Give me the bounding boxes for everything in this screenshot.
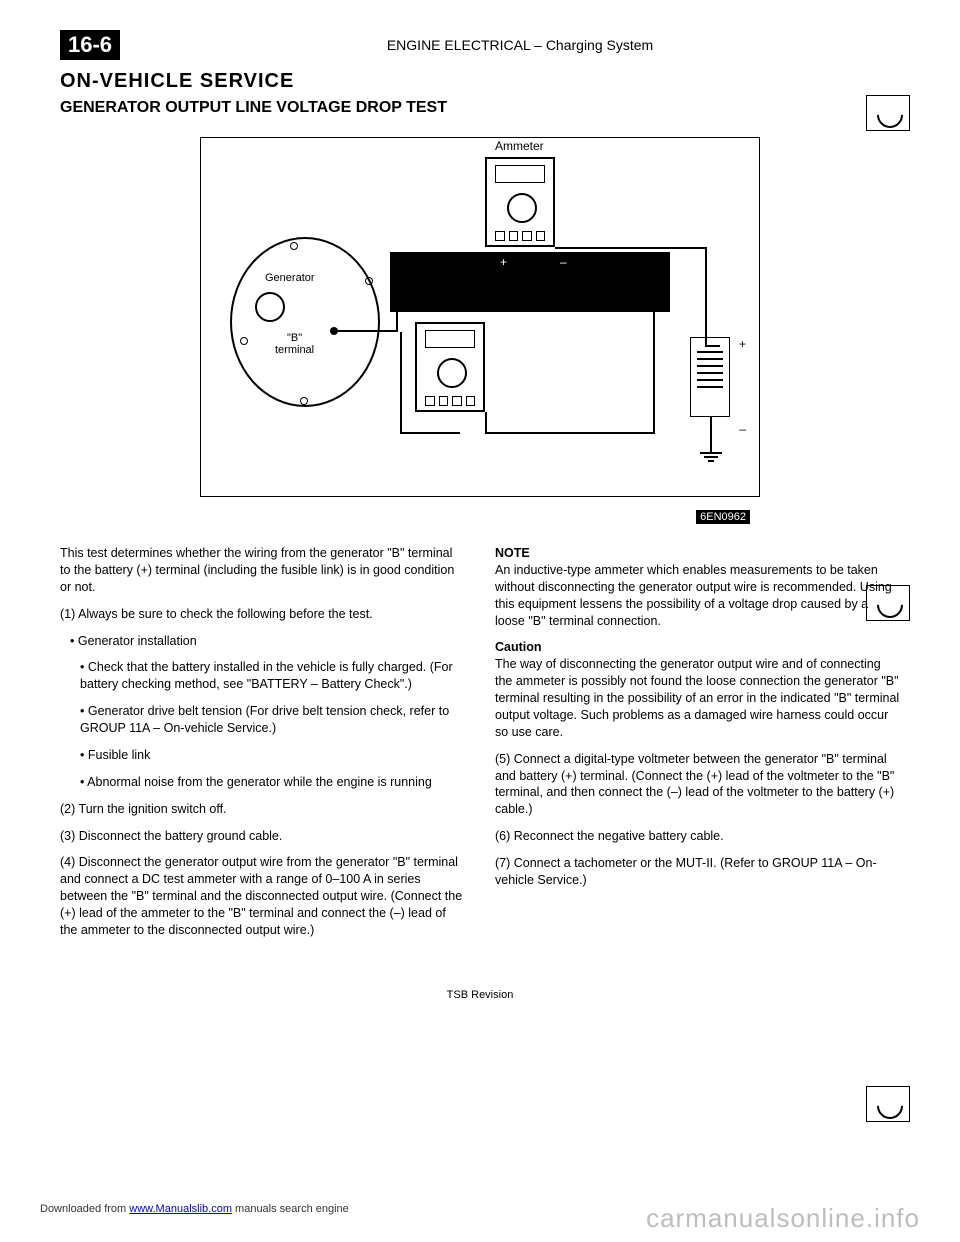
figure-code: 6EN0962 [696, 510, 750, 524]
plus-label: + [500, 255, 507, 269]
source-link[interactable]: www.Manualslib.com [129, 1203, 232, 1215]
battery-icon [690, 337, 730, 417]
plus-label: + [739, 337, 746, 351]
right-column: NOTE An inductive-type ammeter which ena… [495, 545, 900, 949]
b-terminal-label: "B" terminal [275, 332, 314, 356]
page-header: 16-6 ENGINE ELECTRICAL – Charging System [60, 30, 900, 60]
section-subtitle: GENERATOR OUTPUT LINE VOLTAGE DROP TEST [60, 99, 900, 117]
margin-icon [866, 95, 910, 131]
minus-label: – [739, 422, 746, 436]
left-column: This test determines whether the wiring … [60, 545, 465, 949]
wiring-diagram: Generator "B" terminal Ammeter + – [200, 137, 760, 497]
voltmeter-icon [415, 322, 485, 412]
section-title: ON-VEHICLE SERVICE [60, 70, 900, 93]
ammeter-label: Ammeter [495, 139, 544, 153]
margin-icon [866, 1086, 910, 1122]
minus-label: – [560, 255, 567, 269]
caution-label: Caution [495, 640, 542, 654]
body-columns: This test determines whether the wiring … [60, 545, 900, 949]
page-footer: Downloaded from www.Manualslib.com manua… [0, 1203, 960, 1234]
tsb-revision: TSB Revision [60, 989, 900, 1001]
download-source: Downloaded from www.Manualslib.com manua… [40, 1203, 349, 1234]
margin-icon [866, 585, 910, 621]
generator-label: Generator [265, 272, 315, 284]
watermark: carmanualsonline.info [646, 1203, 920, 1234]
header-title: ENGINE ELECTRICAL – Charging System [140, 37, 900, 53]
note-label: NOTE [495, 546, 530, 560]
intro-paragraph: This test determines whether the wiring … [60, 545, 465, 596]
page-number: 16-6 [60, 30, 120, 60]
ammeter-icon [485, 157, 555, 247]
